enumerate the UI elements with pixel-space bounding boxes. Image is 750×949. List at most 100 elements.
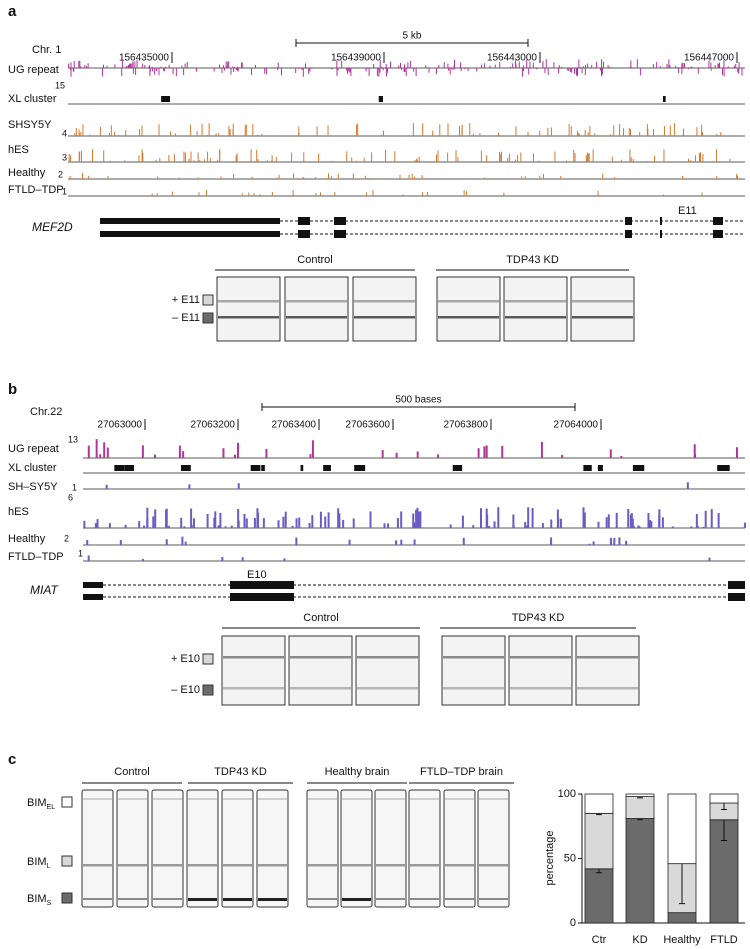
track-signal <box>448 68 450 71</box>
track-signal <box>82 173 84 179</box>
track-signal <box>205 190 207 196</box>
gel-lane <box>503 276 568 342</box>
group-label: Healthy brain <box>325 766 390 778</box>
chromosome: Chr. 1 <box>32 44 61 56</box>
track-signal <box>509 153 511 162</box>
track-signal <box>701 192 703 196</box>
track-signal <box>628 127 630 136</box>
track-signal <box>609 537 612 545</box>
track-signal <box>75 128 77 136</box>
track-signal <box>70 68 72 71</box>
exon-label: E10 <box>247 569 267 581</box>
gel-band <box>153 864 182 867</box>
track-signal <box>472 525 475 528</box>
gene-exon <box>230 581 294 589</box>
track-signal <box>265 68 267 75</box>
track-signal <box>602 173 604 179</box>
track-signal <box>602 61 604 68</box>
track-signal <box>149 68 151 77</box>
track-signal <box>690 159 692 162</box>
track-signal <box>532 153 534 162</box>
gene-exon <box>660 230 662 238</box>
coordinate: 156439000 <box>331 53 381 64</box>
gene-exon <box>625 217 632 225</box>
track-signal <box>243 513 246 528</box>
track-signal <box>291 152 293 162</box>
track-signal <box>156 193 158 196</box>
gel-lane <box>570 276 635 342</box>
track-signal <box>591 64 593 68</box>
track-signal <box>613 177 615 179</box>
track-block <box>180 465 191 471</box>
track-signal <box>124 67 126 68</box>
track-signal <box>720 132 722 136</box>
track-signal <box>589 125 591 136</box>
gene-exon <box>100 231 280 237</box>
track-signal <box>284 511 287 528</box>
track-signal <box>182 451 185 458</box>
track-signal <box>488 525 491 528</box>
track-signal <box>400 62 402 68</box>
coordinate: 27063800 <box>444 420 489 431</box>
track-signal <box>114 64 116 68</box>
track-signal <box>208 123 210 136</box>
gel-lane <box>306 789 339 908</box>
track-signal <box>558 68 560 74</box>
track-block <box>354 465 364 471</box>
track-signal <box>170 131 172 136</box>
track-signal <box>663 126 665 136</box>
track-signal <box>237 520 240 528</box>
track-signal <box>175 68 177 77</box>
track-signal <box>168 64 170 68</box>
track-signal <box>627 508 630 528</box>
track-signal <box>236 153 238 162</box>
track-signal <box>235 68 237 71</box>
track-signal <box>190 508 193 528</box>
track-signal <box>387 68 389 73</box>
isoform-sub: S <box>47 900 52 907</box>
track-signal <box>708 60 710 68</box>
track-signal <box>233 454 236 458</box>
track-signal <box>477 448 480 458</box>
track-signal <box>355 160 357 162</box>
track-signal <box>337 173 339 179</box>
track-signal <box>151 68 153 72</box>
track-signal <box>129 63 131 68</box>
gel-lane <box>436 276 501 342</box>
track-signal <box>68 63 70 68</box>
bar-segment <box>625 793 655 797</box>
bar-segment <box>584 812 614 870</box>
track-signal <box>592 541 595 545</box>
track-signal <box>696 525 699 528</box>
track-signal <box>673 123 675 136</box>
track-signal <box>693 444 696 458</box>
track-signal <box>486 155 488 162</box>
track-label: Healthy <box>8 533 46 545</box>
track-signal <box>149 65 151 68</box>
track-signal <box>251 176 253 179</box>
track-signal <box>156 68 158 71</box>
track-signal <box>596 61 598 68</box>
track-signal <box>89 134 91 136</box>
track-signal <box>702 153 704 162</box>
track-signal <box>512 63 514 68</box>
track-signal <box>371 152 373 162</box>
track-signal <box>180 517 183 528</box>
track-signal <box>347 68 349 71</box>
track-signal <box>467 68 469 72</box>
x-tick-label: Healthy <box>663 934 701 946</box>
isoform-swatch <box>61 892 73 904</box>
track-signal <box>485 445 488 458</box>
track-signal <box>73 61 75 68</box>
track-signal <box>330 176 332 179</box>
track-signal <box>585 155 587 162</box>
track-signal <box>704 510 707 528</box>
track-signal <box>710 68 712 71</box>
track-signal <box>154 454 157 458</box>
track-max: 13 <box>68 434 78 444</box>
track-signal <box>578 133 580 136</box>
track-signal <box>381 66 383 68</box>
track-signal <box>141 445 144 458</box>
track-signal <box>165 66 167 68</box>
track-signal <box>220 176 222 179</box>
